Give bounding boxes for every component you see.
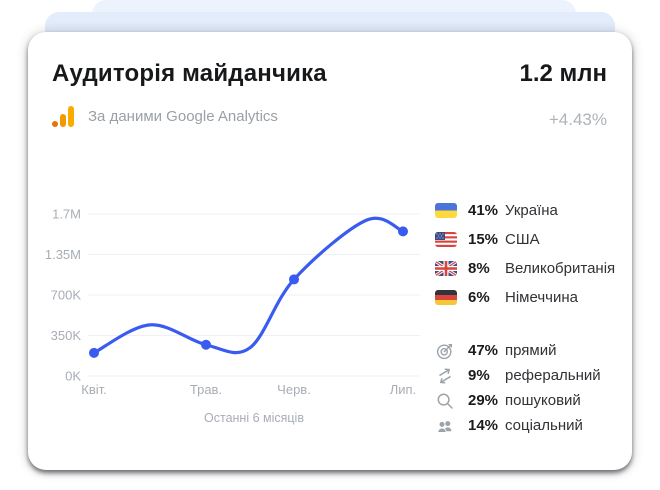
audience-line	[92, 216, 405, 355]
country-row-uk: 8% Великобританія	[435, 254, 615, 283]
google-analytics-icon	[52, 106, 76, 127]
search-icon	[435, 391, 455, 411]
x-axis-tick-label: Черв.	[277, 382, 311, 397]
audience-card: Аудиторія майданчика 1.2 млн За даними G…	[28, 32, 632, 470]
growth-percent: +4.43%	[548, 110, 607, 129]
data-point	[89, 347, 99, 358]
country-row-usa: 15% США	[435, 225, 615, 254]
total-audience-value: 1.2 млн	[519, 60, 607, 87]
country-name: США	[505, 231, 540, 248]
country-name: Великобританія	[505, 260, 616, 277]
y-axis-tick-label: 1.7M	[52, 207, 81, 222]
source-percent: 29%	[468, 392, 499, 409]
country-name: Німеччина	[505, 289, 578, 306]
source-row-referral: 9% реферальний	[435, 363, 601, 388]
uk-flag-icon	[435, 261, 457, 276]
source-row-social: 14% соціальний	[435, 413, 601, 438]
users-icon	[435, 416, 455, 436]
ukraine-flag-icon	[435, 203, 457, 218]
x-axis-tick-label: Трав.	[190, 382, 222, 397]
source-percent: 9%	[468, 367, 490, 384]
source-row-search: 29% пошуковий	[435, 388, 601, 413]
source-name: пошуковий	[505, 392, 581, 409]
source-percent: 14%	[468, 417, 499, 434]
usa-flag-icon	[435, 232, 457, 247]
referral-arrows-icon	[435, 366, 455, 386]
country-percent: 8%	[468, 260, 490, 277]
y-axis-tick-label: 0K	[65, 369, 81, 384]
source-percent: 47%	[468, 342, 499, 359]
target-icon	[435, 341, 455, 361]
traffic-sources-list: 47% прямий 9% реферальний	[435, 338, 601, 438]
data-point	[398, 226, 408, 237]
country-percent: 6%	[468, 289, 490, 306]
country-row-ukraine: 41% Україна	[435, 196, 615, 225]
germany-flag-icon	[435, 290, 457, 305]
country-name: Україна	[505, 202, 558, 219]
data-point	[289, 274, 299, 285]
source-name: реферальний	[505, 367, 601, 384]
source-row-direct: 47% прямий	[435, 338, 601, 363]
y-axis-tick-label: 700K	[51, 288, 82, 303]
source-name: прямий	[505, 342, 557, 359]
audience-line-chart: 0K 350K 700K 1.35M 1.7M Квіт. Трав. Черв. Лип.	[45, 207, 420, 397]
audience-countries-list: 41% Україна 15%	[435, 196, 615, 312]
data-source-caption: За даними Google Analytics	[88, 108, 278, 125]
source-name: соціальний	[505, 417, 583, 434]
y-axis-tick-label: 1.35M	[45, 247, 81, 262]
country-percent: 41%	[468, 202, 499, 219]
x-axis-tick-label: Лип.	[390, 382, 416, 397]
data-point	[201, 339, 211, 350]
country-percent: 15%	[468, 231, 499, 248]
chart-caption: Останні 6 місяців	[204, 411, 304, 425]
y-axis-tick-label: 350K	[51, 328, 82, 343]
country-row-germany: 6% Німеччина	[435, 283, 615, 312]
card-title: Аудиторія майданчика	[52, 60, 327, 87]
source-caption-row: За даними Google Analytics	[52, 106, 278, 127]
x-axis-tick-label: Квіт.	[81, 382, 107, 397]
